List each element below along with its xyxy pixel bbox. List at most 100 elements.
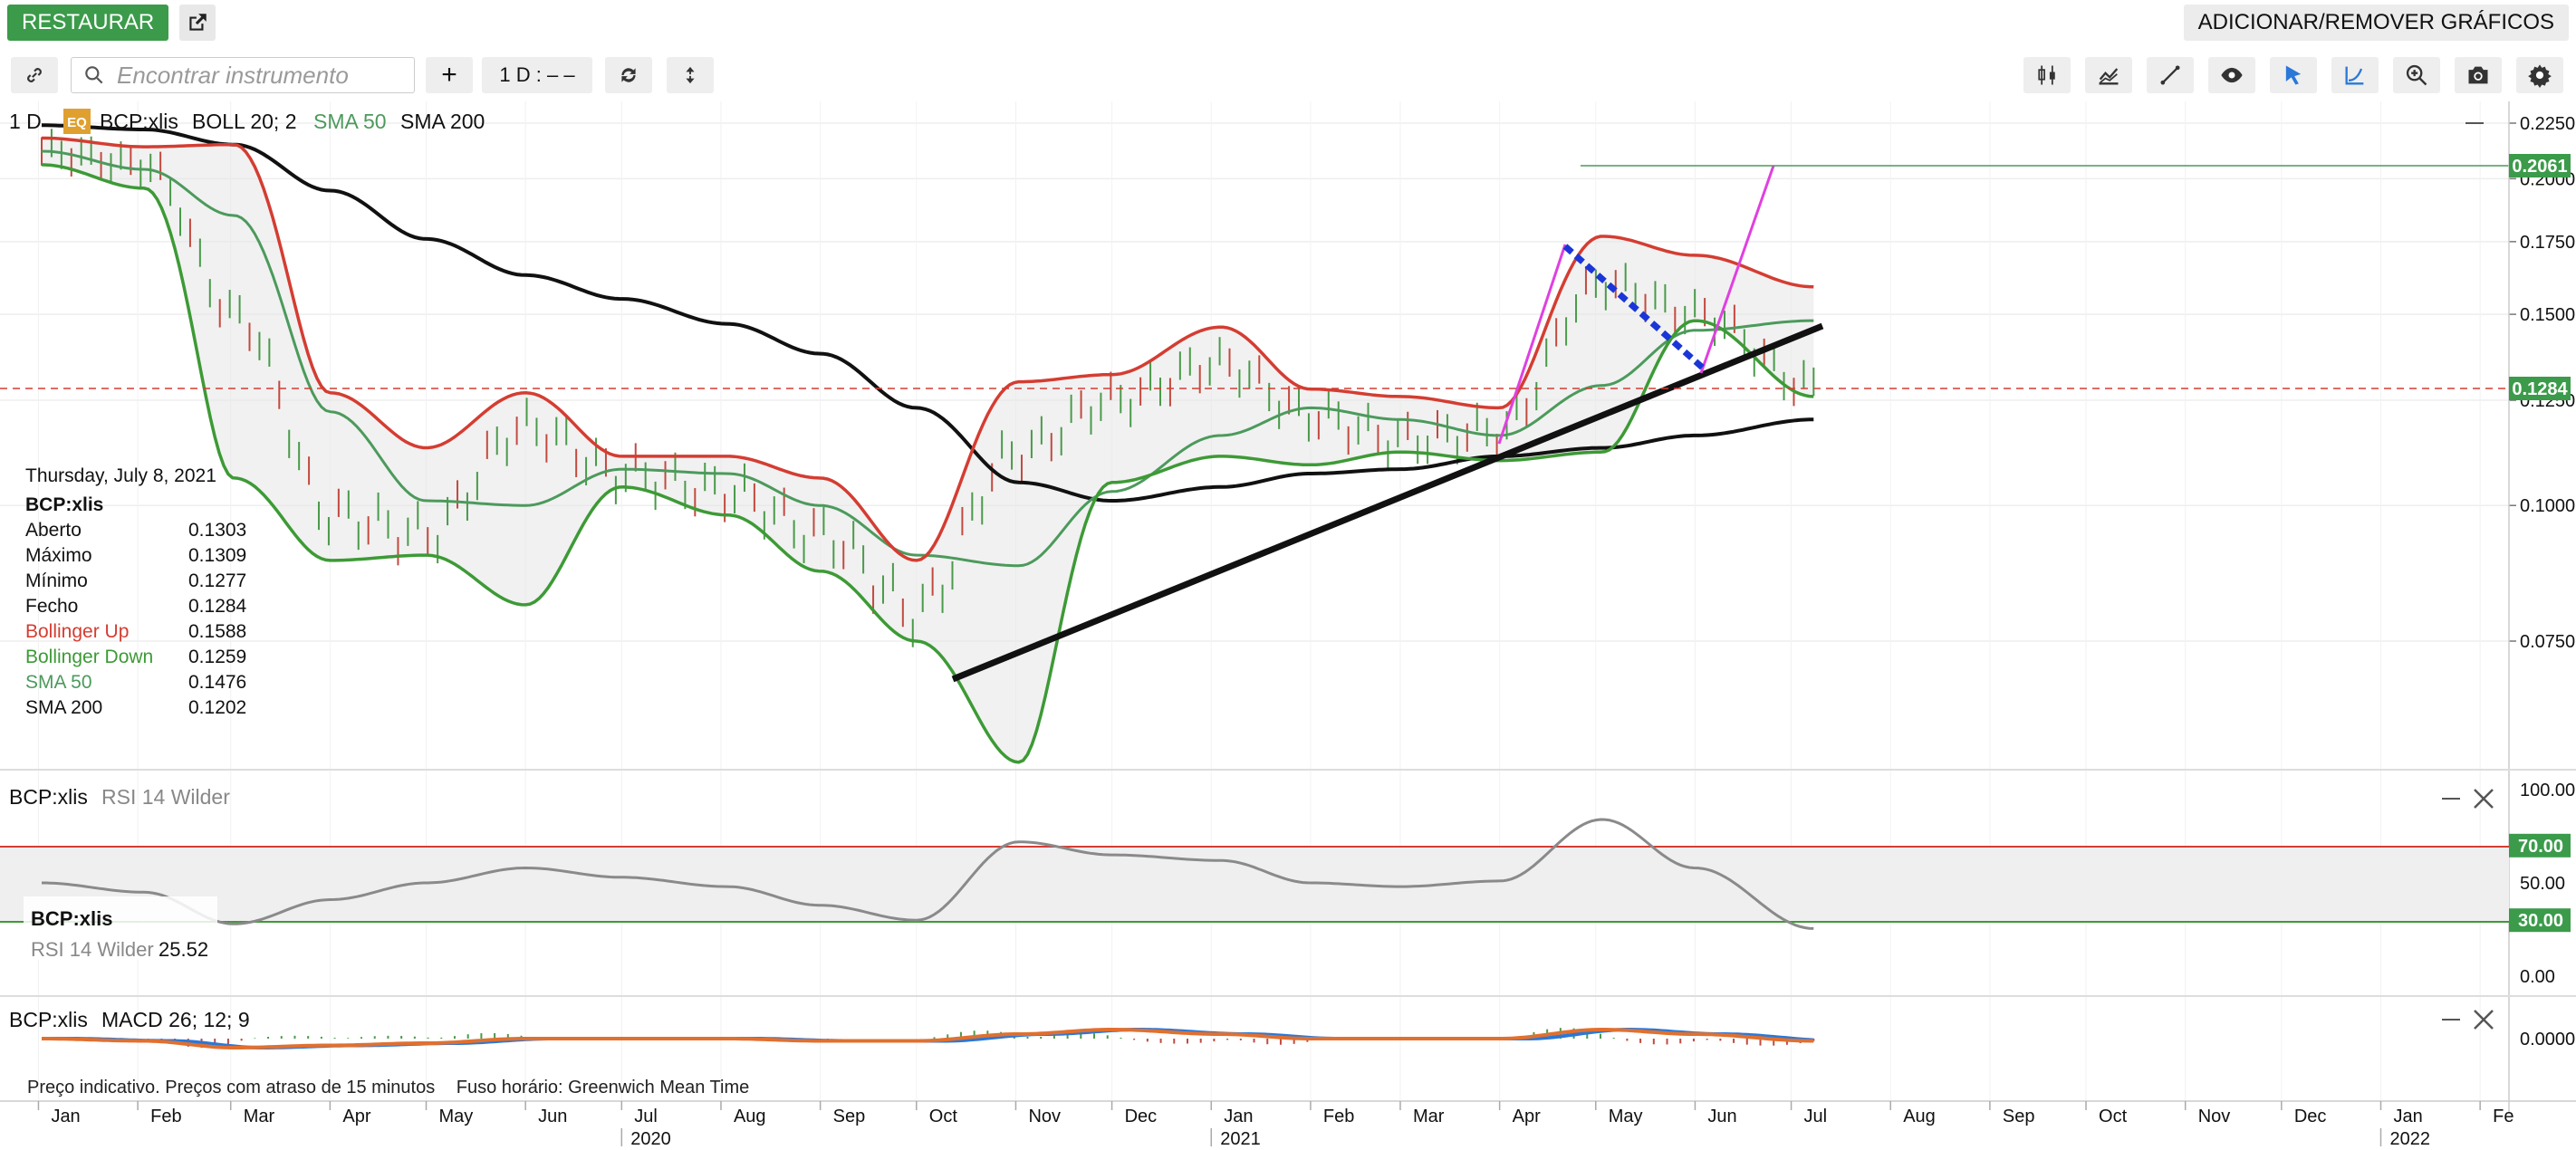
bollinger-up-line <box>42 136 1814 562</box>
crosshair-info-box: Thursday, July 8, 2021 BCP:xlis Aberto 0.… <box>25 464 252 721</box>
info-row-label: SMA 50 <box>25 672 92 693</box>
footer-note: Preço indicativo. Preços com atraso de 1… <box>27 1078 749 1098</box>
eq-badge-text: EQ <box>67 115 87 130</box>
price-tick-label: 0.1000 <box>2520 496 2575 516</box>
candlestick-icon <box>2038 65 2055 85</box>
macd-tick-zero: 0.0000 <box>2520 1030 2575 1049</box>
info-row-label: Máximo <box>25 545 92 566</box>
price-tick-label: 0.0750 <box>2520 632 2575 652</box>
trendline-magenta-2[interactable] <box>1699 165 1775 374</box>
trendline-black[interactable] <box>951 322 1824 683</box>
month-label: Jan <box>2393 1107 2422 1126</box>
interval-button[interactable]: 1 D : – – <box>482 57 592 93</box>
link-button[interactable] <box>11 57 58 93</box>
rsi-tick-label: 50.00 <box>2520 874 2565 894</box>
add-button[interactable]: + <box>426 57 473 93</box>
draw-line-button[interactable] <box>2147 57 2194 93</box>
bollinger-band-fill <box>42 138 1814 762</box>
info-row-label: Bollinger Down <box>25 647 154 667</box>
indicators-icon <box>2099 68 2119 85</box>
instrument-search[interactable] <box>71 57 415 93</box>
month-label: Jul <box>1804 1107 1828 1126</box>
close-macd-panel[interactable] <box>2474 1010 2494 1030</box>
rsi-tick-label: 70.00 <box>2518 837 2563 857</box>
line-tag-text: 0.2061 <box>2512 157 2567 177</box>
info-row-label: SMA 200 <box>25 697 103 718</box>
month-label: Jun <box>538 1107 567 1126</box>
cursor-arrow-icon <box>2285 65 2302 85</box>
month-label: Aug <box>734 1107 766 1126</box>
settings-button[interactable] <box>2516 57 2563 93</box>
trendline-blue-dotted[interactable] <box>1562 244 1707 372</box>
vertical-resize-button[interactable] <box>667 57 714 93</box>
month-label: Mar <box>244 1107 275 1126</box>
info-row-label: Aberto <box>25 520 82 541</box>
snapshot-button[interactable] <box>2455 57 2502 93</box>
info-rows: Aberto 0.1303 Máximo 0.1309 Mínimo 0.1277 Fech… <box>25 518 252 721</box>
rsi-label-text: RSI 14 Wilder <box>101 785 230 809</box>
refresh-button[interactable] <box>605 57 652 93</box>
info-row-value: 0.1476 <box>188 672 247 693</box>
last-price-tag: 0.1284 <box>2509 377 2571 400</box>
instrument-text: BCP:xlis <box>100 110 178 133</box>
month-label: May <box>1609 1107 1643 1126</box>
cursor-button[interactable] <box>2270 57 2317 93</box>
rsi-legend-value: 25.52 <box>159 938 208 961</box>
price-tick-label: 0.1500 <box>2520 305 2575 325</box>
line-price-tag: 0.2061 <box>2509 154 2571 177</box>
bollinger-down-line <box>41 163 1814 764</box>
rsi-line <box>42 818 1814 930</box>
month-label: Oct <box>929 1107 958 1126</box>
info-row: Fecho 0.1284 <box>25 594 252 619</box>
rsi-level-tag <box>2509 908 2571 933</box>
macd-label-text: MACD 26; 12; 9 <box>101 1008 250 1031</box>
zoom-button[interactable] <box>2393 57 2440 93</box>
indicators-button[interactable] <box>2085 57 2132 93</box>
price-tick-label: 0.1750 <box>2520 233 2575 253</box>
info-row: Aberto 0.1303 <box>25 518 252 543</box>
trendline-magenta-1[interactable] <box>1497 244 1567 445</box>
info-row-label: Mínimo <box>25 570 88 591</box>
external-link-button[interactable] <box>179 5 216 41</box>
month-label: Feb <box>150 1107 181 1126</box>
refresh-icon <box>621 68 636 82</box>
month-label: May <box>439 1107 474 1126</box>
chart-area[interactable]: 0.22500.20000.17500.15000.12500.10000.07… <box>0 101 2576 1150</box>
close-icon <box>2474 789 2494 809</box>
month-label: Dec <box>2294 1107 2327 1126</box>
search-input[interactable] <box>115 60 409 91</box>
rsi-instrument-text: BCP:xlis <box>9 785 88 809</box>
search-icon <box>85 66 103 84</box>
chart-type-button[interactable] <box>2023 57 2071 93</box>
close-icon <box>2474 1010 2494 1030</box>
rsi-value-legend: BCP:xlis RSI 14 Wilder 25.52 <box>24 896 217 961</box>
boll-legend-text: BOLL 20; 2 <box>192 110 297 133</box>
rsi-level-tag <box>2509 833 2571 858</box>
info-row: Máximo 0.1309 <box>25 543 252 569</box>
add-remove-charts-button[interactable]: ADICIONAR/REMOVER GRÁFICOS <box>2183 5 2569 41</box>
info-row-value: 0.1277 <box>188 570 247 591</box>
info-date: Thursday, July 8, 2021 <box>25 465 216 486</box>
price-axis: 0.22500.20000.17500.15000.12500.10000.07… <box>2508 101 2575 1114</box>
interval-label: 1 D : – – <box>499 63 575 86</box>
rsi-band-fill <box>0 847 2509 922</box>
sma-200-line <box>42 123 1814 503</box>
main-legend: 1 D EQ BCP:xlis BOLL 20; 2 SMA 50 SMA 20… <box>9 109 485 134</box>
curve-tool-button[interactable] <box>2331 57 2379 93</box>
timezone-note: Fuso horário: Greenwich Mean Time <box>456 1078 750 1097</box>
vertical-arrows-icon <box>686 66 695 84</box>
eq-badge <box>63 109 91 134</box>
year-label: 2020 <box>630 1129 671 1149</box>
info-instrument: BCP:xlis <box>25 494 104 515</box>
restore-button[interactable]: RESTAURAR <box>7 5 169 41</box>
external-link-icon <box>189 14 207 31</box>
last-price-tag-text: 0.1284 <box>2512 379 2568 399</box>
visibility-button[interactable] <box>2208 57 2255 93</box>
link-icon <box>27 68 42 82</box>
month-label: Apr <box>342 1107 370 1126</box>
top-bar: RESTAURAR ADICIONAR/REMOVER GRÁFICOS <box>0 0 2576 47</box>
year-label: 2022 <box>2389 1129 2430 1149</box>
chart-toolbar: + 1 D : – – <box>0 51 2576 101</box>
macd-line <box>42 1028 1814 1049</box>
close-rsi-panel[interactable] <box>2474 789 2494 809</box>
